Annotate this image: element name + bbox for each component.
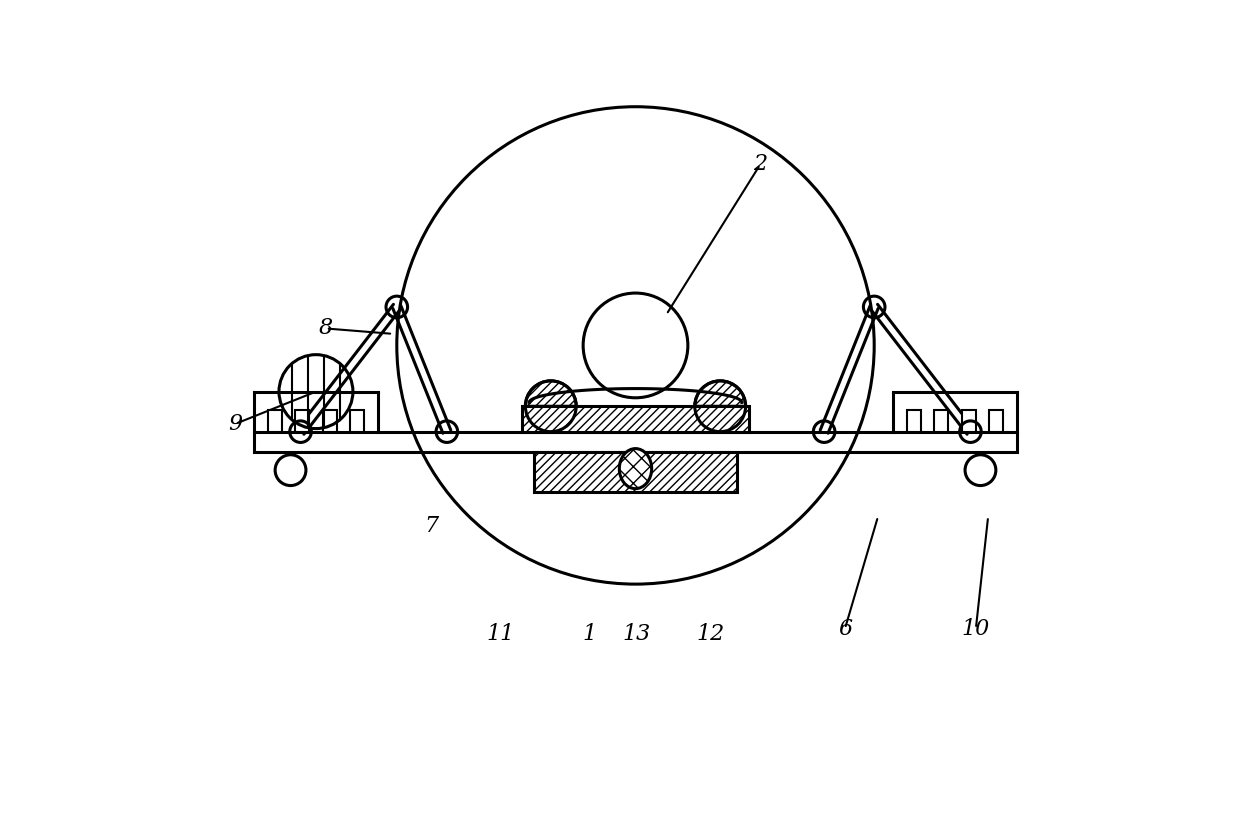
Text: 7: 7 — [424, 515, 439, 537]
Bar — [350, 410, 365, 432]
Bar — [935, 410, 949, 432]
Text: 10: 10 — [962, 618, 990, 639]
Bar — [906, 410, 921, 432]
Wedge shape — [526, 380, 577, 406]
Text: 9: 9 — [228, 413, 242, 435]
Text: 12: 12 — [697, 623, 725, 645]
Text: 1: 1 — [583, 623, 596, 645]
Bar — [268, 410, 281, 432]
Bar — [254, 432, 1017, 452]
Text: 6: 6 — [838, 618, 852, 639]
Ellipse shape — [619, 448, 652, 489]
Bar — [522, 406, 749, 432]
Text: 11: 11 — [486, 623, 515, 645]
Bar — [534, 452, 737, 492]
Bar — [295, 410, 309, 432]
Text: 8: 8 — [319, 318, 334, 339]
Text: 2: 2 — [753, 153, 768, 175]
Bar — [990, 410, 1003, 432]
Text: 13: 13 — [622, 623, 651, 645]
Wedge shape — [694, 380, 745, 406]
Bar — [962, 410, 976, 432]
Bar — [322, 410, 336, 432]
